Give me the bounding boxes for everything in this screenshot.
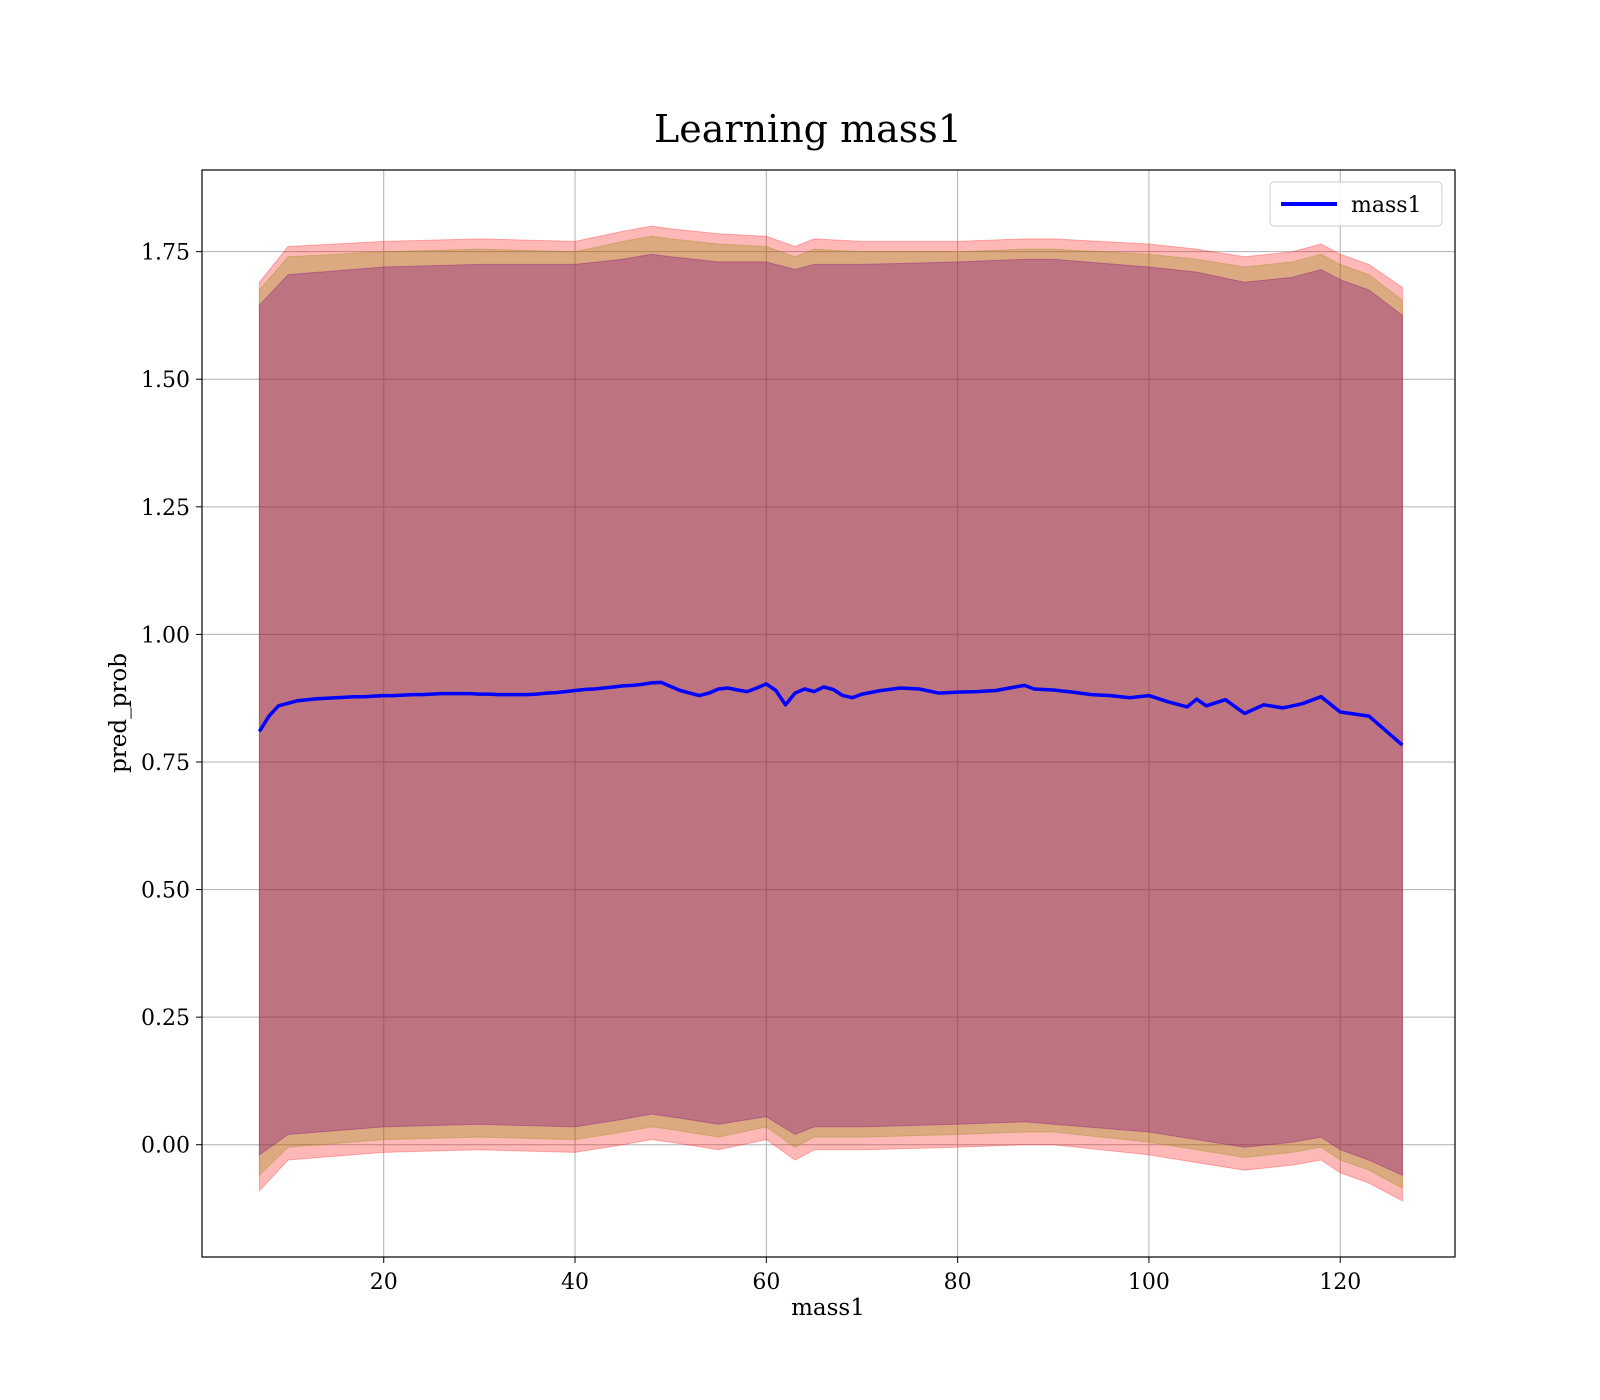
x-tick-label: 120 <box>1319 1270 1361 1295</box>
confidence-band-2 <box>258 235 1403 1189</box>
line-layer <box>257 680 1404 747</box>
x-axis-label: mass1 <box>791 1295 865 1321</box>
y-axis-ticks: 0.00 0.25 0.50 0.75 1.00 1.25 1.50 1.75 <box>141 241 202 1159</box>
legend-box <box>1269 181 1443 227</box>
y-tick-label: 1.75 <box>141 241 190 266</box>
x-axis-ticks: 20 40 60 80 100 120 <box>370 1257 1361 1295</box>
y-tick-label: 0.50 <box>141 879 190 904</box>
grid-layer <box>202 170 1455 1257</box>
y-tick-label: 0.75 <box>141 751 190 776</box>
x-tick-label: 40 <box>561 1270 589 1295</box>
y-axis-label: pred_prob <box>106 653 132 773</box>
legend: mass1 <box>1269 181 1443 227</box>
x-tick-label: 80 <box>944 1270 972 1295</box>
x-tick-label: 20 <box>370 1270 398 1295</box>
band-layer <box>258 225 1403 1202</box>
y-tick-label: 1.25 <box>141 496 190 521</box>
chart-title: Learning mass1 <box>654 107 962 151</box>
y-tick-label: 0.00 <box>141 1134 190 1159</box>
y-tick-label: 1.00 <box>141 623 190 648</box>
series-line-mass1 <box>257 680 1404 747</box>
x-tick-label: 100 <box>1128 1270 1170 1295</box>
legend-label-mass1: mass1 <box>1351 193 1422 218</box>
confidence-band-1 <box>258 225 1403 1202</box>
plot-frame <box>201 169 1456 1258</box>
confidence-band-3 <box>258 253 1403 1177</box>
y-tick-label: 1.50 <box>141 368 190 393</box>
y-tick-label: 0.25 <box>141 1006 190 1031</box>
x-tick-label: 60 <box>752 1270 780 1295</box>
